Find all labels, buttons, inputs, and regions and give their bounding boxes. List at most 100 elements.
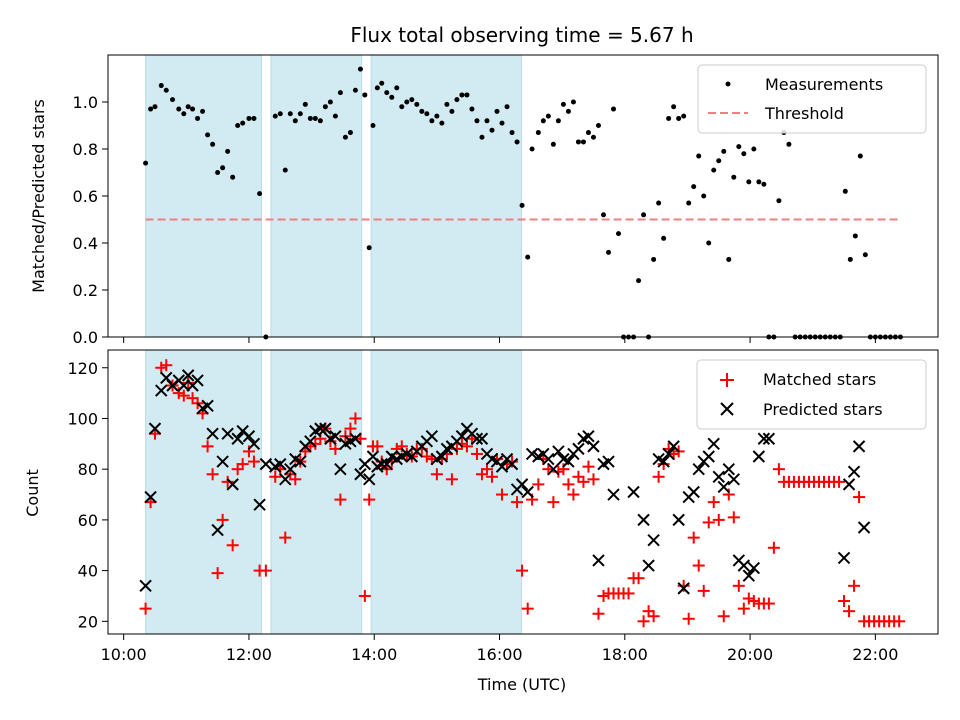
predicted-marker-stroke <box>852 440 866 453</box>
measurement-point <box>434 113 440 119</box>
measurement-point <box>170 97 176 103</box>
matched-star-marker <box>289 473 302 486</box>
measurement-point <box>842 188 848 194</box>
predicted-star-marker <box>201 399 214 412</box>
measurement-point <box>761 181 767 187</box>
measurement-point <box>282 167 288 173</box>
predicted-star-marker <box>216 455 229 468</box>
predicted-star-marker <box>747 561 761 575</box>
measurement-point <box>656 200 662 206</box>
predicted-marker-stroke <box>842 478 856 491</box>
matched-star-marker <box>470 447 483 460</box>
predicted-marker-stroke <box>236 424 249 438</box>
predicted-star-marker <box>294 455 307 468</box>
matched-star-marker <box>269 470 282 483</box>
predicted-marker-stroke <box>191 374 204 387</box>
top-axes-frame <box>107 54 939 338</box>
predicted-marker-stroke <box>667 440 680 453</box>
measurement-point <box>590 134 596 140</box>
matched-star-marker <box>702 516 715 529</box>
matched-star-marker <box>772 463 785 476</box>
x-axis-ticks-top <box>123 337 876 343</box>
predicted-marker-stroke <box>144 490 157 504</box>
measurement-point <box>230 174 236 180</box>
predicted-marker-stroke <box>435 450 449 463</box>
measurement-point <box>489 127 495 133</box>
measurement-point <box>746 179 752 185</box>
measurement-point <box>721 148 727 154</box>
measurement-point <box>726 256 732 262</box>
predicted-star-marker <box>334 462 347 476</box>
predicted-star-marker <box>191 374 204 387</box>
legend-marker-matched <box>720 373 734 387</box>
x-tick-label: 16:00 <box>476 645 522 664</box>
matched-star-marker <box>652 470 665 483</box>
predicted-marker-stroke <box>385 450 398 463</box>
predicted-star-marker <box>319 422 332 435</box>
predicted-marker-stroke <box>259 457 273 471</box>
measurement-point <box>357 66 363 72</box>
predicted-marker-stroke <box>400 447 414 461</box>
measurement-point <box>741 151 747 157</box>
matched-star-marker <box>712 513 725 526</box>
predicted-star-marker <box>253 498 266 511</box>
matched-star-marker <box>221 475 234 488</box>
predicted-star-marker <box>284 462 297 476</box>
predicted-marker-stroke <box>505 457 519 471</box>
measurement-point <box>272 113 278 119</box>
predicted-marker-stroke <box>211 523 224 537</box>
measurement-point <box>292 118 298 124</box>
predicted-marker-stroke <box>657 455 670 468</box>
measurement-point <box>337 90 343 96</box>
matched-star-marker <box>344 422 357 435</box>
predicted-marker-stroke <box>677 582 690 595</box>
measurement-point <box>399 104 405 110</box>
measurement-point <box>600 212 606 218</box>
matched-star-marker <box>211 567 224 580</box>
predicted-star-marker <box>857 521 871 534</box>
measurement-point <box>504 104 510 110</box>
legend-marker-measurements <box>725 81 731 87</box>
measurement-point <box>469 106 475 112</box>
predicted-marker-stroke <box>289 452 302 466</box>
predicted-star-marker <box>231 432 244 445</box>
legend-label-predicted: Predicted stars <box>763 400 883 419</box>
predicted-marker-stroke <box>177 379 191 392</box>
measurement-point <box>535 130 541 136</box>
matched-star-marker <box>547 496 560 509</box>
measurement-point <box>862 252 868 258</box>
matched-star-marker <box>532 478 545 491</box>
x-tick-label: 20:00 <box>727 645 773 664</box>
measurement-point <box>606 249 612 255</box>
y-axis-label-bottom: Count <box>23 469 42 517</box>
predicted-star-marker <box>247 437 261 451</box>
predicted-marker-stroke <box>284 462 297 476</box>
predicted-marker-stroke <box>139 579 152 593</box>
matched-star-marker <box>552 465 565 478</box>
matched-star-marker <box>236 458 249 471</box>
matched-star-marker <box>853 491 866 504</box>
matched-star-marker <box>309 437 322 450</box>
predicted-star-marker <box>702 450 715 463</box>
predicted-marker-stroke <box>587 440 600 453</box>
matched-star-marker <box>160 359 173 372</box>
measurement-point <box>661 235 667 241</box>
predicted-star-marker <box>692 462 705 476</box>
predicted-marker-stroke <box>334 462 347 476</box>
predicted-marker-stroke <box>319 422 332 435</box>
measurement-point <box>671 104 677 110</box>
predicted-star-marker <box>582 430 595 443</box>
y-tick-label: 60 <box>78 511 98 530</box>
measurement-point <box>499 120 505 126</box>
predicted-marker-stroke <box>160 371 173 385</box>
predicted-marker-stroke <box>216 455 229 468</box>
y-tick-label: 0.8 <box>73 140 98 159</box>
predicted-star-marker <box>647 533 660 547</box>
matched-star-marker <box>747 595 760 608</box>
predicted-marker-stroke <box>702 450 715 463</box>
matched-star-marker <box>445 473 458 486</box>
matched-star-marker <box>430 468 443 481</box>
measurement-point <box>404 99 410 105</box>
measurement-point <box>756 179 762 185</box>
